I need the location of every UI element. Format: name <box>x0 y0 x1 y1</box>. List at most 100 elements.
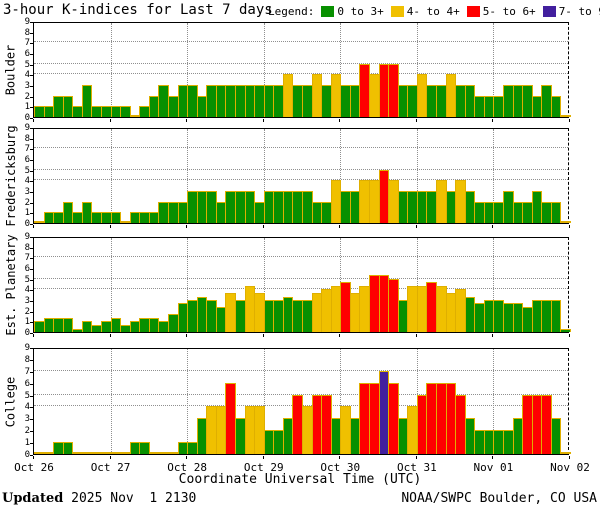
y-tick-label: 7 <box>24 38 30 49</box>
y-tick <box>30 333 33 334</box>
gridline-k4 <box>34 288 568 290</box>
date-label: Nov 02 <box>550 461 590 474</box>
y-tick-label: 4 <box>24 285 30 296</box>
y-tick <box>30 431 33 433</box>
y-tick <box>30 43 33 45</box>
x-day-tick <box>569 456 570 459</box>
k-bar <box>120 106 131 117</box>
gridline-day <box>416 238 418 332</box>
y-tick-label: 3 <box>24 81 30 91</box>
x-day-tick <box>415 456 417 459</box>
gridline-day <box>187 129 189 223</box>
gridline-k7 <box>34 256 568 258</box>
y-tick <box>30 192 33 193</box>
x-axis-title: Coordinate Universal Time (UTC) <box>178 472 422 487</box>
date-label: Oct 29 <box>243 461 284 474</box>
legend-swatch-4 <box>542 5 556 17</box>
date-label: Oct 28 <box>167 461 208 474</box>
x-day-tick <box>109 334 111 337</box>
y-tick-label: 7 <box>24 366 30 377</box>
gridline-day <box>110 23 112 117</box>
k-bar <box>388 382 399 454</box>
y-tick-label: 4 <box>24 176 30 187</box>
y-tick-label: 6 <box>24 264 30 274</box>
gridline-k7 <box>34 41 568 43</box>
station-label: Est. Planetary <box>4 234 18 336</box>
legend-item-label: 5- to 6+ <box>482 4 536 18</box>
gridline-day <box>493 23 495 117</box>
y-tick-label: 1 <box>24 208 30 219</box>
x-day-tick <box>569 225 570 228</box>
chart-title: 3-hour K-indices for Last 7 days <box>3 2 273 18</box>
y-tick-label: 9 <box>24 17 30 27</box>
y-tick <box>30 301 33 302</box>
k-bar <box>550 300 562 332</box>
x-day-tick <box>33 225 34 228</box>
gridline-day <box>110 238 112 332</box>
y-tick <box>30 86 33 87</box>
gridline-day <box>493 238 495 332</box>
x-day-tick <box>186 334 188 337</box>
y-tick <box>30 170 33 172</box>
y-tick-label: 3 <box>24 296 30 306</box>
x-day-tick <box>109 456 111 459</box>
y-tick <box>30 258 33 260</box>
y-tick <box>30 128 33 129</box>
updated-label: Updated <box>2 491 64 506</box>
y-tick <box>30 202 33 204</box>
gridline-day <box>263 238 265 332</box>
y-tick-label: 8 <box>24 242 30 253</box>
y-tick-label: 8 <box>24 354 30 365</box>
x-day-tick <box>492 334 494 337</box>
legend-item-label: 7- to 9 <box>558 4 600 18</box>
k-bar <box>550 95 562 117</box>
y-tick-label: 5 <box>24 59 30 70</box>
y-tick-label: 5 <box>24 274 30 285</box>
panel-fredericksburg <box>33 128 571 224</box>
x-day-tick <box>262 225 264 228</box>
x-day-tick <box>569 334 570 337</box>
legend-swatch-2 <box>390 5 404 17</box>
y-tick <box>30 247 33 249</box>
k-bar <box>62 95 74 117</box>
y-tick-label: 0 <box>24 219 30 229</box>
k-bar <box>560 115 571 117</box>
k-bar <box>560 452 571 454</box>
x-day-tick <box>33 456 34 459</box>
station-label: Boulder <box>4 44 18 96</box>
y-tick-label: 1 <box>24 102 30 113</box>
y-tick-label: 5 <box>24 390 30 401</box>
updated-value: 2025 Nov 1 2130 <box>63 491 197 506</box>
x-day-tick <box>339 225 341 228</box>
y-tick <box>30 213 33 215</box>
y-tick <box>30 160 33 161</box>
y-tick-label: 0 <box>24 450 30 460</box>
y-tick <box>30 32 33 34</box>
x-day-tick <box>415 119 417 122</box>
k-bar <box>81 201 93 223</box>
y-tick <box>30 395 33 397</box>
y-tick <box>30 383 33 385</box>
legend-swatch-1 <box>321 5 335 17</box>
y-tick <box>30 419 33 421</box>
y-tick-label: 2 <box>24 426 30 437</box>
x-day-tick <box>186 225 188 228</box>
y-tick-label: 8 <box>24 27 30 38</box>
legend-label: Legend: <box>268 4 315 18</box>
gridline-day <box>263 349 265 454</box>
y-tick-label: 0 <box>24 328 30 338</box>
y-tick-label: 9 <box>24 343 30 353</box>
credit-text: NOAA/SWPC Boulder, CO USA <box>401 491 597 506</box>
x-day-tick <box>33 119 34 122</box>
k-bar <box>225 382 236 454</box>
y-tick-label: 1 <box>24 438 30 449</box>
gridline-k7 <box>34 147 568 149</box>
y-tick <box>30 455 33 456</box>
x-day-tick <box>492 456 494 459</box>
y-tick <box>30 311 33 313</box>
x-day-tick <box>186 119 188 122</box>
date-label: Oct 31 <box>396 461 437 474</box>
updated-timestamp: Updated 2025 Nov 1 2130 <box>2 491 196 506</box>
gridline-day <box>110 349 112 454</box>
y-tick-label: 7 <box>24 253 30 264</box>
